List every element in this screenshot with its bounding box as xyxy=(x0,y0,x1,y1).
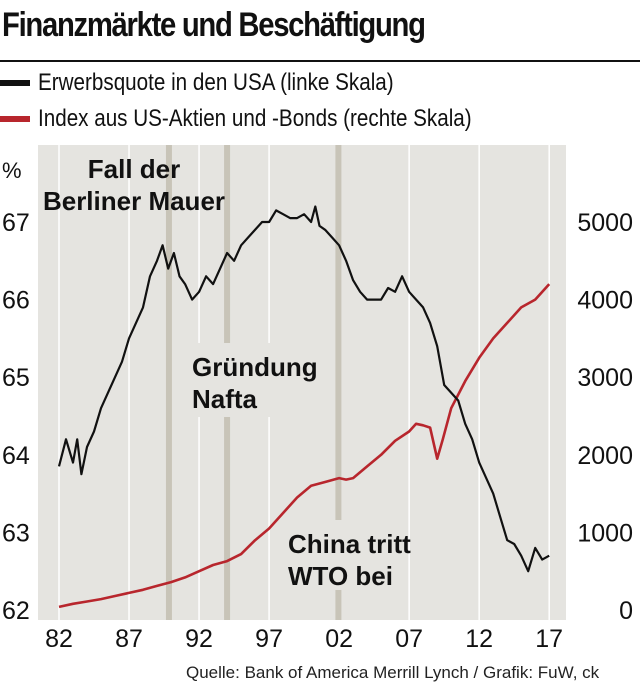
x-tick-label: 07 xyxy=(395,625,423,653)
event-label-bg xyxy=(176,343,312,417)
x-tick-label: 17 xyxy=(535,625,563,653)
event-label-0: Fall der xyxy=(88,154,180,184)
series-line-erwerbsquote xyxy=(57,205,550,573)
x-tick-label: 82 xyxy=(45,625,73,653)
left-tick-label: 66 xyxy=(2,287,30,315)
x-tick-label: 02 xyxy=(325,625,353,653)
event-label-1: Gründung xyxy=(192,352,318,382)
source-note: Quelle: Bank of America Merrill Lynch / … xyxy=(186,663,600,682)
x-tick-label: 97 xyxy=(255,625,283,653)
legend-item-left-series: Erwerbsquote in den USA (linke Skala) xyxy=(0,68,452,98)
right-tick-label: 0 xyxy=(619,597,633,625)
event-label-bg xyxy=(280,520,400,590)
series-line-index-aktien-bonds xyxy=(58,283,551,609)
x-tick-label: 87 xyxy=(115,625,143,653)
event-label-1: Nafta xyxy=(192,384,258,414)
right-tick-label: 4000 xyxy=(577,287,633,315)
right-tick-label: 5000 xyxy=(577,209,633,237)
left-tick-label: 62 xyxy=(2,597,30,625)
left-tick-label: 64 xyxy=(2,442,30,470)
right-tick-label: 1000 xyxy=(577,519,633,547)
x-tick-label: 12 xyxy=(465,625,493,653)
event-label-0: Berliner Mauer xyxy=(43,186,225,216)
right-tick-label: 3000 xyxy=(577,364,633,392)
legend-label-right-series: Index aus US-Aktien und -Bonds (rechte S… xyxy=(38,105,472,132)
x-tick-label: 92 xyxy=(185,625,213,653)
legend-swatch-black xyxy=(0,80,30,86)
event-label-2: WTO bei xyxy=(288,561,393,591)
legend-swatch-red xyxy=(0,116,30,122)
left-tick-label: 67 xyxy=(2,209,30,237)
event-band-2 xyxy=(335,145,342,620)
legend-item-right-series: Index aus US-Aktien und -Bonds (rechte S… xyxy=(0,104,542,134)
left-tick-label: 65 xyxy=(2,364,30,392)
chart-title: Finanzmärkte und Beschäftigung xyxy=(2,6,426,44)
event-band-0 xyxy=(165,145,172,620)
right-tick-label: 2000 xyxy=(577,442,633,470)
event-label-2: China tritt xyxy=(288,529,411,559)
left-tick-label: 63 xyxy=(2,519,30,547)
legend-label-left-series: Erwerbsquote in den USA (linke Skala) xyxy=(38,69,394,96)
title-rule xyxy=(0,60,640,62)
left-axis-unit: % xyxy=(2,158,22,183)
